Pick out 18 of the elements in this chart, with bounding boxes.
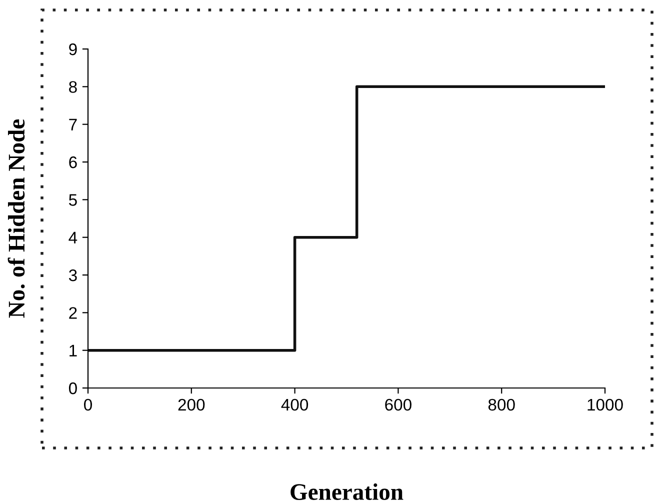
- y-tick-label: 9: [69, 43, 77, 56]
- y-tick-label: 4: [68, 232, 78, 244]
- x-tick-label: 0: [84, 398, 92, 411]
- y-tick-label: 3: [68, 269, 77, 282]
- x-tick-label: 400: [281, 398, 308, 411]
- y-tick-label: 0: [68, 382, 77, 394]
- y-axis-title: No. of Hidden Node: [8, 119, 25, 318]
- y-tick-label: 6: [69, 156, 77, 168]
- y-tick-label: 2: [69, 307, 77, 319]
- y-tick-label: 1: [70, 344, 77, 356]
- x-tick-label: 800: [488, 398, 515, 411]
- x-tick-label: 1000: [588, 398, 623, 411]
- x-tick-label: 200: [178, 398, 205, 411]
- y-tick-label: 8: [69, 81, 77, 93]
- x-tick-label: 600: [385, 398, 412, 411]
- y-tick-label: 5: [68, 194, 77, 206]
- y-tick-label: 7: [69, 118, 77, 130]
- x-axis-title: Generation: [290, 483, 404, 500]
